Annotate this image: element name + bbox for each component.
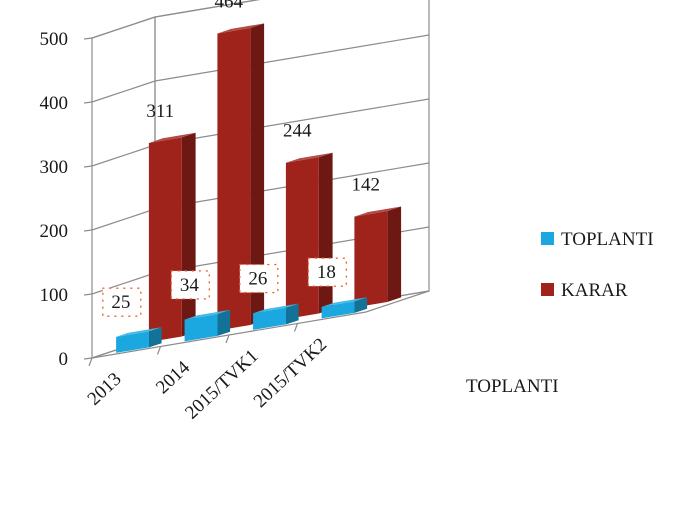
y-tick-label: 200	[40, 221, 69, 242]
bar-karar	[354, 206, 402, 308]
y-tick-mark	[83, 357, 93, 360]
bar-front	[285, 157, 319, 319]
legend-label: KARAR	[561, 280, 628, 301]
data-label: 244	[283, 121, 312, 142]
legend-swatch	[541, 283, 554, 296]
bar-side	[286, 303, 299, 325]
y-tick-mark	[83, 101, 93, 104]
bar-top	[148, 132, 196, 143]
data-label: 18	[317, 262, 336, 283]
y-tick-label: 300	[40, 157, 69, 178]
data-label: 26	[248, 269, 267, 290]
gridline	[91, 34, 430, 103]
data-label: 34	[180, 275, 200, 296]
bar-top	[253, 303, 299, 314]
data-label-box	[102, 287, 142, 317]
bar-top	[321, 297, 368, 307]
data-label: 25	[111, 292, 130, 313]
legend: TOPLANTI KARAR	[541, 229, 654, 301]
y-axis-ticks: 0 100 200 300 400 500	[40, 29, 93, 370]
data-label-box	[239, 263, 279, 294]
data-labels: 311 464 244 142 25 34 26 18	[102, 0, 380, 317]
x-tick-label: 2013	[84, 369, 126, 410]
bar-front	[217, 28, 251, 331]
bar-top	[285, 152, 333, 163]
y-tick-label: 500	[40, 29, 69, 50]
bar-karar	[285, 152, 333, 319]
bar-side	[181, 132, 196, 337]
bar-front	[354, 211, 388, 308]
data-label: 311	[146, 101, 174, 122]
bar-top	[184, 309, 231, 320]
bar-side	[318, 152, 333, 314]
bar-front	[148, 137, 182, 342]
bar-front	[116, 331, 149, 353]
legend-label: TOPLANTI	[561, 229, 654, 250]
x-tick-label: 2015/TVK1	[181, 346, 262, 424]
x-tick-mark	[156, 346, 162, 355]
y-tick-label: 400	[40, 93, 69, 114]
data-label: 464	[214, 0, 243, 12]
bar-karar	[148, 132, 196, 342]
depth-axis-label: TOPLANTI	[466, 376, 559, 397]
data-label: 142	[351, 174, 380, 195]
bar-side	[354, 297, 368, 313]
bar-top	[116, 327, 162, 337]
y-tick-label: 0	[59, 349, 69, 370]
x-tick-mark	[225, 334, 230, 344]
bar-side	[387, 206, 402, 302]
gridline	[91, 0, 260, 39]
y-tick-mark	[83, 165, 93, 168]
bar-side	[149, 327, 162, 348]
bar-karar	[217, 23, 265, 331]
data-label-box	[170, 270, 211, 300]
data-label-box	[307, 257, 348, 287]
bar-toplanti	[116, 327, 162, 353]
bar-top	[217, 23, 265, 34]
y-tick-mark	[83, 229, 93, 232]
bar-front	[253, 307, 286, 330]
bar-toplanti	[321, 297, 368, 319]
y-tick-label: 100	[40, 285, 69, 306]
x-tick-mark	[293, 323, 299, 332]
x-tick-label: 2015/TVK2	[250, 334, 331, 412]
bar-toplanti	[184, 309, 231, 342]
legend-swatch	[541, 232, 554, 245]
bar-toplanti	[253, 303, 299, 330]
bar-front	[184, 314, 218, 342]
x-tick-mark	[88, 357, 93, 367]
y-tick-mark	[83, 37, 93, 40]
x-tick-label: 2014	[152, 357, 194, 399]
bar-top	[354, 206, 402, 217]
bar-front	[321, 301, 355, 319]
bar-side	[217, 309, 231, 336]
bar-side	[250, 23, 265, 326]
y-tick-mark	[83, 293, 93, 296]
